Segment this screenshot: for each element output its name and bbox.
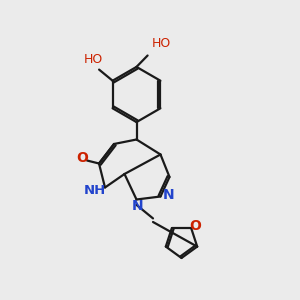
Text: NH: NH [83,184,106,197]
Text: O: O [76,151,88,164]
Text: N: N [131,199,143,212]
Text: O: O [189,219,201,233]
Text: HO: HO [84,53,103,66]
Text: HO: HO [152,38,171,50]
Text: N: N [163,188,175,202]
